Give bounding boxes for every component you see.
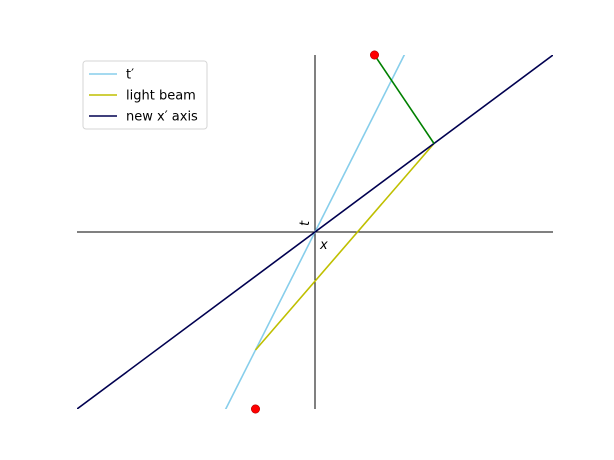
series-lines [77,55,553,409]
legend: t′ light beam new x′ axis [82,60,208,130]
legend-label-t-prime: t′ [126,68,134,83]
x-axis-label: x [319,238,328,253]
series-line-new-x-axis [77,55,553,409]
legend-label-new-x-axis: new x′ axis [126,110,198,125]
legend-box [82,60,208,130]
series-line-connector-3 [373,55,435,144]
data-point-1 [251,404,261,414]
data-points [251,50,379,414]
legend-label-light-beam: light beam [126,89,196,104]
y-axis-label: t [298,220,313,226]
data-point-0 [369,50,379,60]
series-line-light-beam [254,142,435,351]
